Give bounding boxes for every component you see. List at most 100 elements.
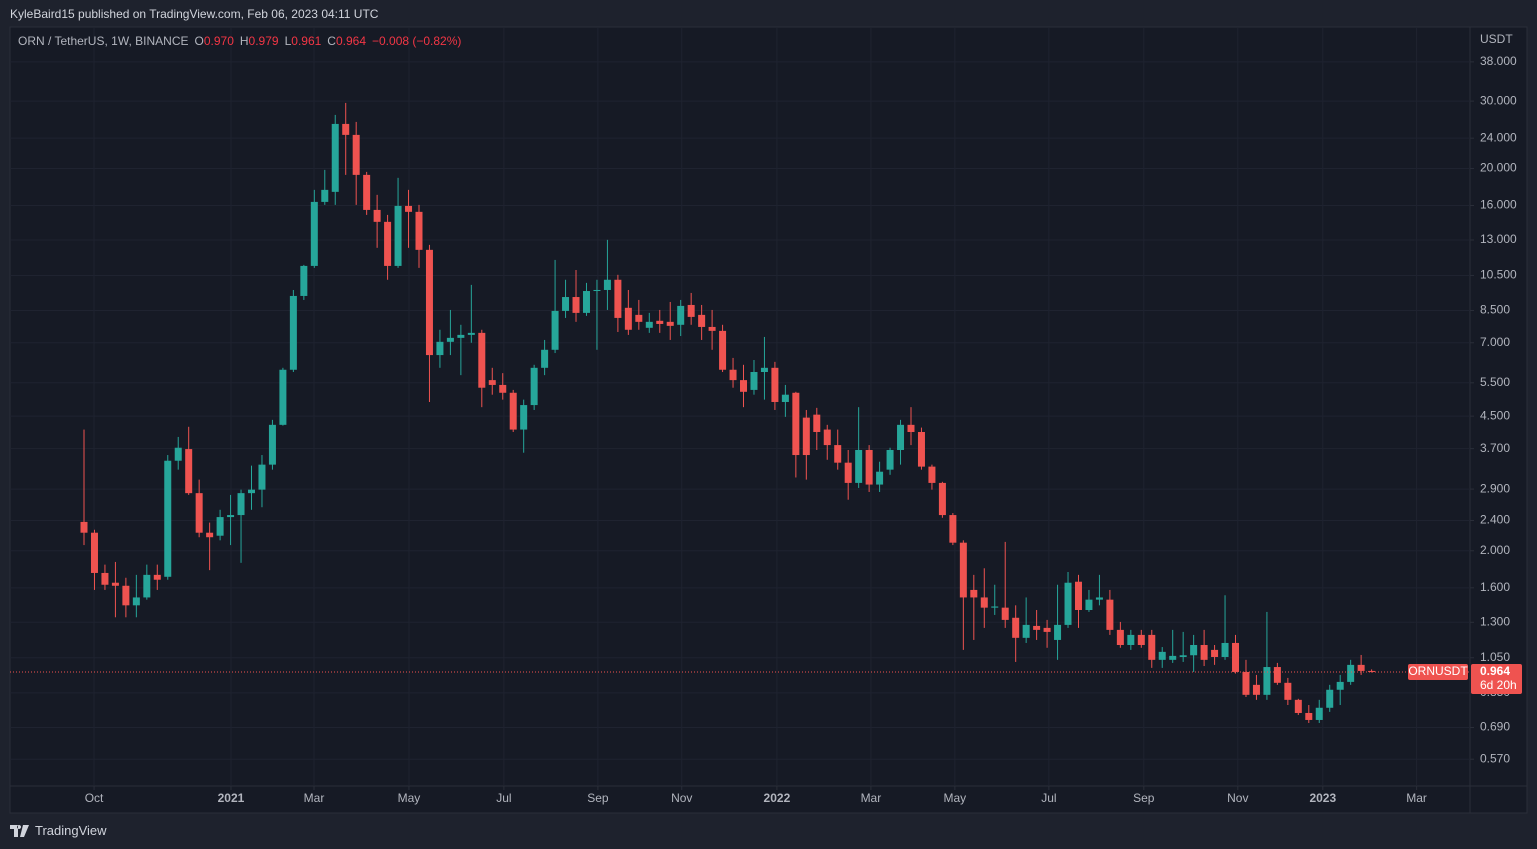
symbol-tag: ORNUSDT (1408, 664, 1468, 678)
y-tick-label: 3.700 (1480, 441, 1510, 455)
candle-body (1074, 581, 1082, 611)
brand-logo (10, 824, 29, 837)
legend-value: 0.979 (248, 34, 279, 48)
y-tick-label: 7.000 (1480, 335, 1510, 349)
candle-body (415, 211, 423, 250)
y-tick-label: 1.600 (1480, 580, 1510, 594)
candle-body (1064, 582, 1072, 625)
candle-body (593, 289, 601, 292)
candle-body (111, 582, 119, 586)
candle-body (384, 221, 392, 266)
y-tick-label: 0.570 (1480, 751, 1510, 765)
y-tick-label: 4.500 (1480, 408, 1510, 422)
candle-body (425, 249, 433, 356)
candle-body (928, 466, 936, 483)
candle-body (1252, 684, 1260, 695)
candle-body (1158, 651, 1166, 660)
candle-body (331, 123, 339, 192)
candle-body (520, 405, 528, 430)
candle-body (1242, 671, 1250, 695)
x-tick-label: Oct (85, 791, 104, 805)
brand: TradingView (10, 823, 107, 838)
candle-body (488, 380, 496, 385)
legend: ORN / TetherUS, 1W, BINANCE O 0.970 H 0.979… (18, 34, 461, 48)
x-tick-label: Mar (861, 791, 882, 805)
x-tick-label: Sep (587, 791, 609, 805)
candle-body (959, 542, 967, 598)
candle-body (457, 334, 465, 338)
candle-body (823, 429, 831, 446)
candle-body (582, 291, 590, 313)
candle-body (1315, 707, 1323, 720)
candle-body (750, 372, 758, 390)
candle-body (499, 384, 507, 393)
candle-body (216, 517, 224, 536)
candle-body (1263, 667, 1271, 695)
candle-body (1232, 642, 1240, 672)
candle-body (687, 304, 695, 317)
candle-body (1095, 597, 1103, 600)
candle-body (352, 134, 360, 175)
candle-body (195, 493, 203, 533)
legend-value: 0.961 (291, 34, 322, 48)
candle-body (886, 449, 894, 470)
candle-body (237, 493, 245, 516)
y-tick-label: 24.000 (1480, 130, 1517, 144)
candle-body (907, 424, 915, 432)
candle-body (1368, 670, 1376, 672)
candle-body (122, 585, 130, 606)
y-unit: USDT (1480, 32, 1513, 46)
candle-body (1001, 607, 1009, 620)
candle-body (363, 174, 371, 210)
candle-body (373, 209, 381, 222)
price-tag-bg (1471, 663, 1522, 694)
x-tick-label: Sep (1133, 791, 1155, 805)
candle-body (279, 369, 287, 425)
candle-body (1179, 655, 1187, 657)
candle-body (729, 369, 737, 381)
candle-body (614, 279, 622, 318)
candle-body (1043, 627, 1051, 632)
candle-body (90, 532, 98, 573)
candle-body (1022, 624, 1030, 638)
candle-body (509, 392, 517, 430)
y-tick-label: 8.500 (1480, 303, 1510, 317)
candle-body (645, 321, 653, 328)
candle-body (164, 460, 172, 577)
candle-body (970, 589, 978, 598)
candle-body (153, 574, 161, 580)
candle-body (1148, 634, 1156, 660)
candle-body (436, 341, 444, 356)
y-tick-label: 16.000 (1480, 198, 1517, 212)
y-tick-label: 38.000 (1480, 54, 1517, 68)
candle-body (624, 307, 632, 330)
candle-body (185, 449, 193, 494)
candle-body (666, 321, 674, 326)
candle-body (917, 431, 925, 467)
x-tick-label: 2023 (1309, 791, 1336, 805)
candle-body (1127, 634, 1135, 645)
candle-body (268, 424, 276, 465)
candle-body (551, 310, 559, 350)
candle-body (813, 414, 821, 432)
x-tick-label: May (944, 791, 967, 805)
y-tick-label: 0.690 (1480, 720, 1510, 734)
candle-body (938, 482, 946, 516)
candle-body (572, 297, 580, 313)
grid (10, 28, 1470, 785)
candle-body (865, 449, 873, 485)
candle-body (1085, 599, 1093, 611)
candle-body (132, 597, 140, 606)
x-tick-label: Jul (1041, 791, 1056, 805)
price-tag: 0.964 (1480, 664, 1510, 678)
candle-body (781, 394, 789, 402)
legend-value: 0.964 (335, 34, 366, 48)
candle-body (1211, 649, 1219, 657)
y-tick-label: 5.500 (1480, 375, 1510, 389)
y-tick-label: 10.500 (1480, 268, 1517, 282)
candle-body (1137, 634, 1145, 645)
candle-body (1294, 699, 1302, 713)
candle-body (562, 297, 570, 311)
